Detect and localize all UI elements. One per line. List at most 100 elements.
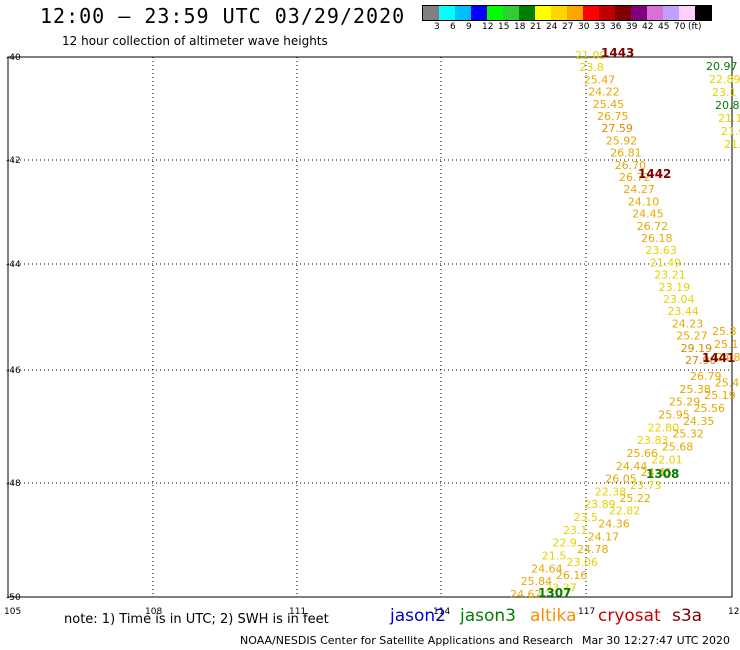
swh-observation: 24.45 [641,466,673,479]
swh-observation: 25.8 [712,325,737,338]
color-scale-legend: 3 6 9 12 15 18 21 24 27 30 33 36 39 42 45 70 (ft) [422,5,712,32]
swh-observation: 26.18 [641,232,673,245]
swh-observation: 21.49 [650,256,682,269]
swh-observation: 24.44 [616,460,648,473]
swh-observation: 29.19 [681,342,713,355]
swh-observation: 22.01 [651,453,683,466]
legend-label: (ft) [688,22,702,32]
swh-observation: 21.6 [721,125,740,138]
generated-timestamp: Mar 30 12:27:47 UTC 2020 [582,634,730,647]
legend-label: 9 [466,22,472,32]
legend-label: 70 [674,22,686,32]
swh-observation: 24.81 [716,351,740,364]
swh-observation: 24.27 [623,183,655,196]
legend-swatch [583,6,599,20]
swh-observation: 26.72 [637,220,669,233]
legend-label: 42 [642,22,654,32]
legend-label: 21 [530,22,542,32]
swh-observation: 22.82 [609,505,641,518]
swh-observation: 24.35 [683,415,715,428]
swh-observation: 25.68 [662,441,694,454]
legend-label: 33 [594,22,606,32]
swh-observation: 21.2 [724,138,740,151]
swh-observation: 25.29 [669,396,701,409]
swh-observation: 24.45 [632,208,664,221]
legend-swatch [535,6,551,20]
swh-observation: 25.22 [619,492,651,505]
swh-observation: 24.17 [588,530,620,543]
swh-observation: 25.32 [672,428,704,441]
swh-observation: 23.1 [563,524,588,537]
swh-observation: 25.19 [704,389,736,402]
swh-observation: 25.27 [676,330,708,343]
satellite-key-s3a: s3a [672,606,703,626]
swh-observation: 24.23 [672,317,704,330]
legend-label: 6 [450,22,456,32]
swh-observation: 25.66 [626,447,658,460]
swh-observation: 24.78 [577,543,609,556]
longitude-tick-label: 108 [145,607,162,617]
track-label-1443: 1443 [601,46,634,60]
swh-observation: 23.37 [545,582,577,595]
legend-swatch [631,6,647,20]
legend-swatch [551,6,567,20]
map-title: 12:00 — 23:59 UTC 03/29/2020 [40,4,406,28]
swh-observation: 25.56 [694,402,726,415]
satellite-key-jason2: jason2 [390,606,446,626]
latitude-tick-label: -50 [6,593,21,603]
legend-swatch [519,6,535,20]
swh-observation: 24.10 [628,195,660,208]
legend-swatch [615,6,631,20]
legend-swatch [423,6,439,20]
swh-observation: 26.16 [556,569,588,582]
legend-swatch [439,6,455,20]
latitude-tick-label: -40 [6,53,21,63]
longitude-tick-label: 105 [4,607,21,617]
swh-observation: 23.63 [645,244,677,257]
legend-swatch [695,6,711,20]
swh-observation: 27.59 [601,122,633,135]
swh-observation: 26.81 [610,147,642,160]
swh-observation: 22.80 [648,421,680,434]
swh-observation: 23.19 [659,281,691,294]
longitude-tick-label: 117 [578,607,595,617]
swh-observation: 20.97 [706,60,738,73]
latitude-tick-label: -48 [6,479,21,489]
swh-observation: 23.8 [579,61,604,74]
swh-observation: 25.84 [521,575,553,588]
swh-observation: 21.09 [575,49,607,62]
swh-observation: 23.73 [630,479,662,492]
swh-observation: 22.9 [552,537,577,550]
swh-observation: 21.5 [542,550,567,563]
swh-observation: 20.8 [715,99,740,112]
track-label-1307: 1307 [538,586,571,600]
legend-label: 39 [626,22,638,32]
swh-observation: 26.79 [690,370,722,383]
legend-swatch [647,6,663,20]
satellite-key-cryosat: cryosat [598,606,661,626]
swh-observation: 25.45 [593,98,625,111]
swh-observation: 25.1 [714,338,739,351]
track-label-1442: 1442 [638,167,671,181]
legend-swatch [471,6,487,20]
longitude-tick-label: 120 [728,607,740,617]
longitude-tick-label: 114 [433,607,450,617]
track-label-1308: 1308 [646,467,679,481]
swh-observation: 23.04 [663,293,695,306]
map-subtitle: 12 hour collection of altimeter wave hei… [62,34,328,48]
swh-observation: 26.70 [615,159,647,172]
credit-line: NOAA/NESDIS Center for Satellite Applica… [240,634,574,647]
legend-label: 12 [482,22,494,32]
legend-label: 36 [610,22,622,32]
swh-observation: 24.36 [598,517,630,530]
swh-observation: 23.21 [654,269,686,282]
legend-swatch [487,6,503,20]
swh-observation: 25.95 [658,408,690,421]
swh-observation: 25.92 [606,134,638,147]
legend-label: 3 [434,22,440,32]
legend-label: 24 [546,22,558,32]
longitude-tick-label: 111 [289,607,306,617]
legend-swatch [679,6,695,20]
legend-label: 30 [578,22,590,32]
